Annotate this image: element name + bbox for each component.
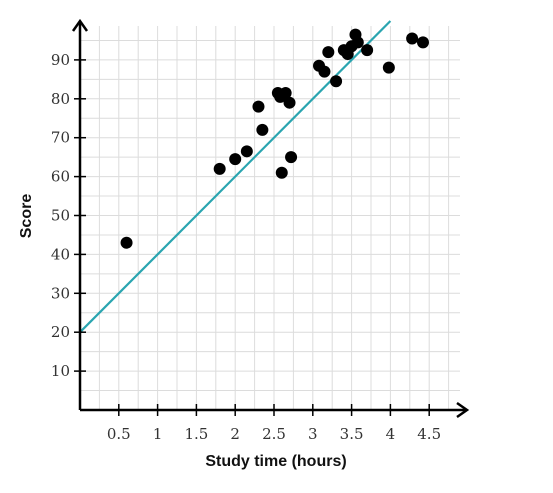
data-point <box>351 36 364 49</box>
data-point <box>256 123 269 136</box>
data-point <box>213 162 226 175</box>
y-tick-label: 40 <box>51 245 70 263</box>
data-point <box>120 236 133 249</box>
y-tick-label: 30 <box>51 284 70 302</box>
x-tick-label: 1 <box>153 425 163 443</box>
y-axis-title: Score <box>18 194 35 239</box>
y-tick-label: 10 <box>51 362 70 380</box>
data-point <box>229 153 242 166</box>
data-point <box>240 145 253 158</box>
data-point <box>406 32 419 45</box>
y-tick-label: 90 <box>51 51 70 69</box>
data-point <box>361 44 374 57</box>
data-point <box>283 96 296 109</box>
x-axis-arrow <box>456 401 470 419</box>
y-tick-label: 20 <box>51 323 70 341</box>
grid <box>80 26 460 410</box>
x-tick-label: 4.5 <box>417 425 441 443</box>
y-tick-label: 70 <box>51 129 70 147</box>
y-tick-label: 80 <box>51 90 70 108</box>
x-axis-title: Study time (hours) <box>205 453 346 470</box>
x-tick-label: 2.5 <box>262 425 286 443</box>
data-point <box>322 46 335 59</box>
y-axis-arrow <box>71 18 89 32</box>
x-tick-label: 2 <box>230 425 240 443</box>
data-point <box>318 65 331 78</box>
data-point <box>279 86 292 99</box>
data-point <box>382 61 395 74</box>
tick-labels: 0.5 1 1.5 2 2.5 3 3.5 4 4.5 10 20 30 40 50 60 70 80 90 <box>51 51 441 443</box>
data-point <box>285 151 298 164</box>
x-tick-label: 3.5 <box>340 425 364 443</box>
data-points <box>120 28 429 249</box>
data-point <box>330 75 343 88</box>
data-point <box>252 100 265 113</box>
x-tick-label: 0.5 <box>107 425 131 443</box>
trend-line <box>79 20 392 333</box>
axes <box>71 18 470 419</box>
data-point <box>416 36 429 49</box>
x-tick-label: 4 <box>386 425 396 443</box>
data-point <box>275 166 288 179</box>
trend-line-group <box>79 20 392 333</box>
y-tick-label: 50 <box>51 207 70 225</box>
y-tick-label: 60 <box>51 168 70 186</box>
x-tick-label: 1.5 <box>184 425 208 443</box>
x-tick-label: 3 <box>308 425 318 443</box>
